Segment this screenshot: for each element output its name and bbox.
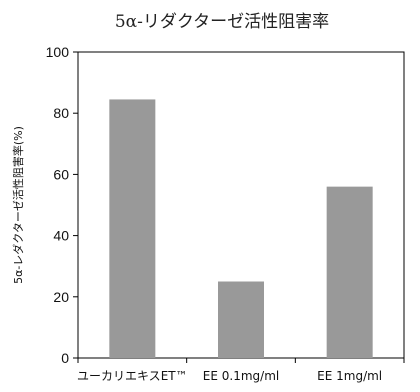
bar xyxy=(109,99,156,359)
y-tick-label: 20 xyxy=(53,289,69,305)
x-tick-label: EE 1mg/ml xyxy=(317,369,382,383)
y-axis: 0 20 40 60 80 100 xyxy=(46,44,78,366)
x-tick-label: EE 0.1mg/ml xyxy=(203,369,279,383)
y-tick-label: 0 xyxy=(61,350,69,366)
chart-title: 5α-リダクターゼ活性阻害率 xyxy=(115,12,329,32)
bar xyxy=(326,186,373,358)
x-tick-label: ユーカリエキスET™ xyxy=(77,369,188,383)
y-tick-label: 60 xyxy=(53,166,69,182)
y-axis-label: 5α-レダクターゼ活性阻害率(%) xyxy=(11,126,25,284)
y-tick-label: 40 xyxy=(53,228,69,244)
x-axis: ユーカリエキスET™ EE 0.1mg/ml EE 1mg/ml xyxy=(77,358,405,383)
y-tick-label: 100 xyxy=(46,44,70,60)
bar xyxy=(218,281,264,358)
y-tick-label: 80 xyxy=(53,105,69,121)
bars xyxy=(109,99,373,359)
